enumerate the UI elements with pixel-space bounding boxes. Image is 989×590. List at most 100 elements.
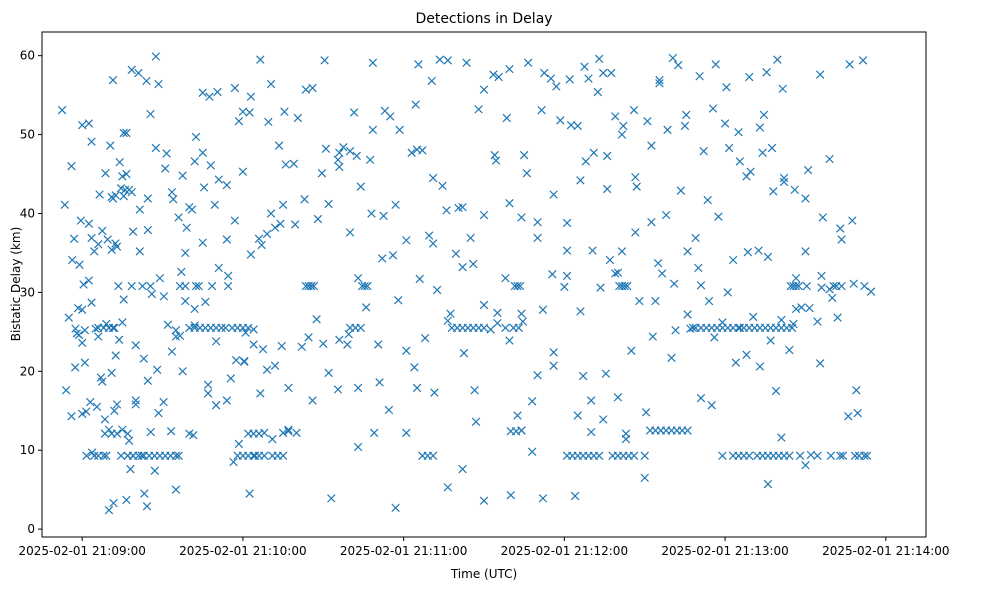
data-point [159, 397, 168, 407]
data-point [238, 107, 248, 116]
data-point [234, 116, 244, 126]
data-point [254, 234, 264, 243]
data-point [64, 313, 74, 322]
data-point [817, 283, 826, 292]
data-point [203, 380, 213, 389]
data-point [109, 498, 118, 508]
data-point [640, 473, 649, 483]
data-point [420, 333, 430, 343]
data-point [207, 281, 217, 291]
data-point [778, 84, 787, 94]
data-point [493, 308, 502, 318]
data-point [160, 164, 170, 173]
data-point [152, 365, 162, 374]
data-point [707, 401, 716, 410]
data-point [694, 263, 703, 273]
data-point [836, 451, 845, 460]
data-point [853, 408, 862, 418]
data-point [104, 505, 114, 515]
data-point [523, 58, 533, 67]
x-tick-label: 2025-02-01 21:12:00 [501, 544, 628, 558]
data-point [101, 169, 110, 178]
data-point [673, 60, 683, 70]
data-point [146, 109, 155, 119]
data-point [629, 451, 639, 460]
data-point [506, 490, 516, 500]
data-point [360, 281, 370, 291]
data-point [257, 240, 266, 250]
data-point [631, 228, 640, 237]
data-point [258, 344, 268, 354]
data-point [321, 144, 331, 154]
data-point [720, 119, 730, 128]
data-point [367, 209, 376, 218]
data-point [82, 451, 91, 460]
data-point [471, 417, 481, 427]
data-point [742, 350, 751, 359]
data-point [114, 281, 123, 291]
data-point [680, 121, 690, 131]
data-point [613, 393, 623, 402]
data-point [122, 495, 131, 505]
data-point [817, 271, 826, 281]
data-point [142, 502, 152, 511]
y-tick-label: 0 [27, 522, 35, 536]
data-point [226, 374, 236, 383]
data-point [380, 106, 390, 116]
data-point [714, 212, 723, 221]
data-point [647, 141, 656, 150]
data-point [598, 68, 608, 78]
data-point [866, 287, 876, 296]
data-point [424, 231, 434, 240]
data-point [131, 400, 140, 409]
data-point [601, 369, 611, 378]
data-point [300, 195, 309, 204]
data-point [112, 429, 122, 438]
chart-title: Detections in Delay [415, 11, 552, 27]
data-point [414, 60, 423, 69]
data-point [777, 315, 786, 325]
data-point [560, 282, 569, 292]
data-point [270, 361, 280, 370]
data-point [848, 216, 857, 225]
data-point [140, 489, 149, 498]
data-point [801, 460, 810, 470]
data-point [683, 426, 692, 435]
data-point [605, 255, 615, 265]
data-point [562, 271, 572, 281]
data-point [118, 425, 127, 434]
data-point [198, 88, 207, 97]
data-point [469, 259, 478, 269]
data-point [586, 427, 596, 437]
data-point [711, 60, 720, 69]
data-point [533, 371, 542, 380]
data-point [813, 317, 822, 326]
data-point [754, 246, 763, 255]
data-point [124, 436, 134, 445]
data-point [335, 335, 344, 344]
data-point [828, 293, 837, 303]
data-point [211, 337, 221, 346]
data-point [621, 429, 631, 438]
data-point [629, 105, 639, 115]
data-point [270, 223, 280, 232]
data-point [284, 383, 293, 393]
data-point [384, 405, 394, 415]
data-point [289, 159, 299, 168]
data-point [345, 146, 355, 156]
data-point [244, 323, 253, 333]
data-point [769, 187, 778, 196]
data-point [734, 127, 743, 137]
data-point [79, 280, 88, 289]
data-point [333, 385, 343, 394]
data-point [762, 68, 771, 77]
data-point [505, 199, 514, 208]
data-point [369, 428, 379, 438]
data-point [617, 130, 627, 139]
data-point [466, 233, 475, 243]
data-point [108, 323, 118, 333]
y-tick-label: 40 [20, 206, 35, 220]
plot-frame [41, 31, 927, 538]
data-point [264, 117, 273, 127]
